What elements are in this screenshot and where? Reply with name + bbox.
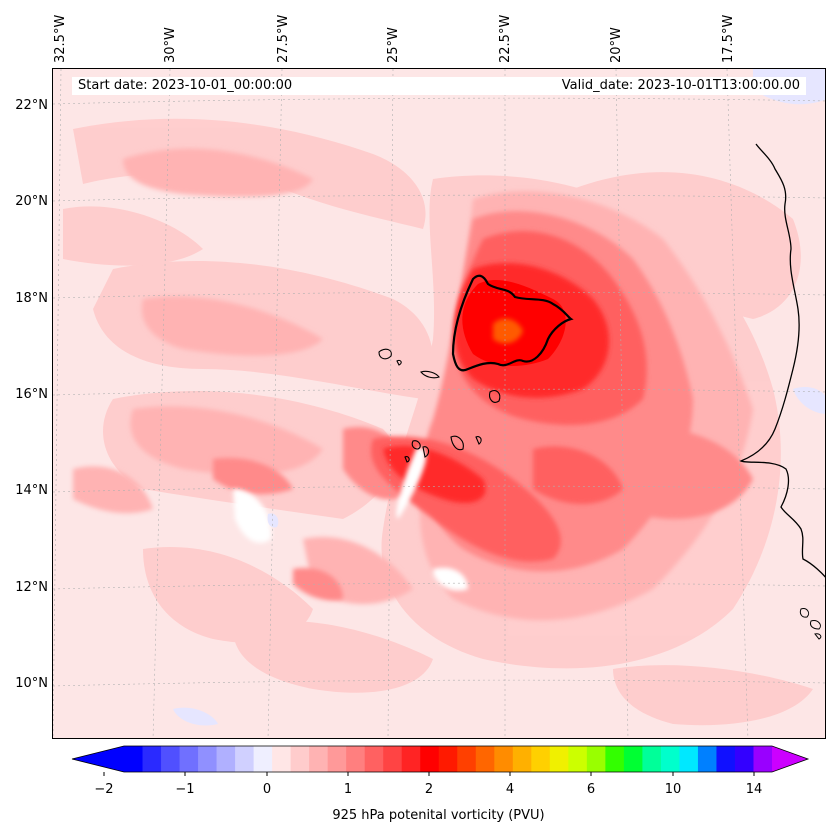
colorbar-swatch <box>605 746 625 772</box>
colorbar-swatch <box>346 746 366 772</box>
cb-tick-14: 14 <box>745 782 763 797</box>
lon-label-27.5w: 27.5°W <box>276 14 291 63</box>
lon-label-30w: 30°W <box>163 27 178 63</box>
cb-tick-1: 1 <box>343 782 353 797</box>
colorbar-swatch <box>216 746 236 772</box>
lat-label-22n: 22°N <box>15 98 48 113</box>
colorbar-swatch <box>142 746 162 772</box>
colorbar-swatch <box>309 746 329 772</box>
colorbar-swatch <box>753 746 773 772</box>
lon-label-32.5w: 32.5°W <box>53 14 68 63</box>
colorbar-label: 925 hPa potenital vorticity (PVU) <box>332 808 545 823</box>
cb-tick-4: 4 <box>505 782 515 797</box>
colorbar-swatch <box>734 746 754 772</box>
lat-label-10n: 10°N <box>15 676 48 691</box>
colorbar-swatch <box>549 746 569 772</box>
lat-label-20n: 20°N <box>15 194 48 209</box>
cb-tick-6: 6 <box>586 782 596 797</box>
pv-contour-line <box>451 274 574 372</box>
colorbar-swatch <box>383 746 403 772</box>
colorbar-swatch <box>253 746 273 772</box>
african-coastline <box>739 143 825 578</box>
colorbar-swatch <box>420 746 440 772</box>
bissagos-islands <box>799 608 822 640</box>
cape-verde-islands <box>378 348 501 463</box>
lon-label-17.5w: 17.5°W <box>721 14 736 63</box>
valid-date-label: Valid_date: 2023-10-01T13:00:00.00 <box>538 77 806 95</box>
colorbar-swatch <box>179 746 199 772</box>
cb-tick-neg1: −1 <box>175 782 195 797</box>
colorbar-swatch <box>697 746 717 772</box>
colorbar-swatch <box>235 746 255 772</box>
colorbar-swatch <box>457 746 477 772</box>
lat-label-12n: 12°N <box>15 580 48 595</box>
cb-tick-2: 2 <box>424 782 434 797</box>
colorbar <box>71 745 810 776</box>
colorbar-swatch <box>124 746 144 772</box>
colorbar-swatch <box>531 746 551 772</box>
colorbar-swatch <box>494 746 514 772</box>
colorbar-extend-high <box>772 746 808 772</box>
colorbar-swatch <box>438 746 458 772</box>
lat-label-18n: 18°N <box>15 291 48 306</box>
colorbar-outline <box>71 745 810 773</box>
lon-label-22.5w: 22.5°W <box>498 14 513 63</box>
cb-tick-neg2: −2 <box>94 782 114 797</box>
pv-contour-map <box>53 69 825 738</box>
colorbar-swatch <box>679 746 699 772</box>
lat-label-16n: 16°N <box>15 387 48 402</box>
colorbar-swatch <box>512 746 532 772</box>
colorbar-swatch <box>642 746 662 772</box>
lon-label-20w: 20°W <box>609 27 624 63</box>
colorbar-swatch <box>475 746 495 772</box>
colorbar-swatch <box>586 746 606 772</box>
cb-tick-10: 10 <box>664 782 682 797</box>
colorbar-swatch <box>660 746 680 772</box>
colorbar-swatch <box>272 746 292 772</box>
colorbar-extend-low <box>72 746 124 772</box>
cb-tick-0: 0 <box>262 782 272 797</box>
start-date-label: Start date: 2023-10-01_00:00:00 <box>72 77 554 95</box>
map-panel[interactable] <box>52 68 826 739</box>
pv-fill-orange <box>493 318 523 344</box>
colorbar-swatch <box>327 746 347 772</box>
colorbar-swatch <box>198 746 218 772</box>
colorbar-swatch <box>568 746 588 772</box>
colorbar-swatch <box>161 746 181 772</box>
lon-label-25w: 25°W <box>386 27 401 63</box>
colorbar-swatch <box>364 746 384 772</box>
lat-label-14n: 14°N <box>15 483 48 498</box>
graticule <box>53 69 825 738</box>
colorbar-swatch <box>290 746 310 772</box>
colorbar-swatch <box>623 746 643 772</box>
pv-fill-white-streak <box>233 447 468 591</box>
colorbar-swatch <box>716 746 736 772</box>
colorbar-swatch <box>401 746 421 772</box>
